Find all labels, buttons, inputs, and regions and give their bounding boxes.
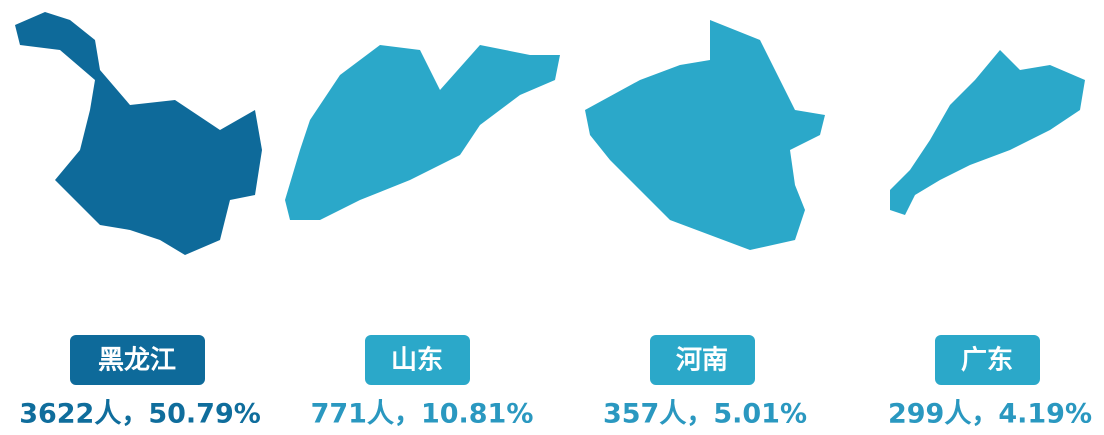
name-tag	[935, 335, 1040, 385]
region-name: 山东	[391, 345, 443, 376]
region-caption: 771人，10.81%	[311, 399, 534, 430]
heilongjiang-shape	[15, 12, 262, 255]
region-name: 广东	[961, 345, 1013, 376]
guangdong-shape	[890, 50, 1085, 215]
region-caption: 299人，4.19%	[888, 399, 1092, 430]
name-tag	[650, 335, 755, 385]
shandong-shape	[285, 45, 560, 220]
region-caption: 357人，5.01%	[603, 399, 807, 430]
name-tag	[365, 335, 470, 385]
region-name: 河南	[676, 346, 728, 376]
region-name: 黑龙江	[98, 346, 176, 376]
henan-shape	[585, 20, 825, 250]
name-tag	[70, 335, 205, 385]
region-caption: 3622人，50.79%	[19, 399, 261, 430]
